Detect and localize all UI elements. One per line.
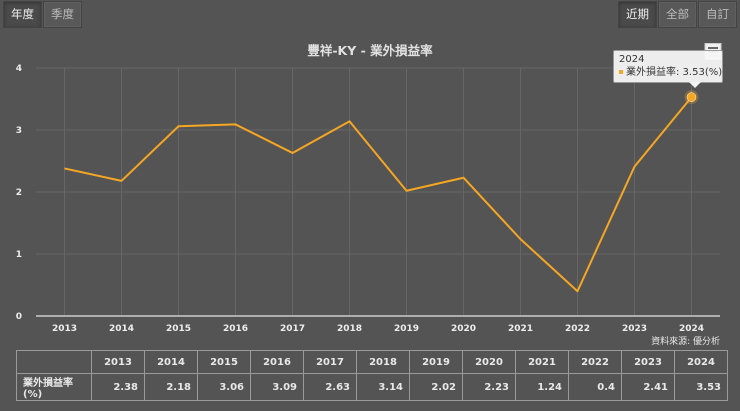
x-tick-label: 2017 [280, 324, 305, 334]
x-tick-label: 2023 [622, 324, 647, 334]
all-range-button[interactable]: 全部 [658, 1, 697, 28]
data-table: 2013 2014 2015 2016 2017 2018 2019 2020 2021 2022… [16, 350, 728, 401]
x-tick-label: 2020 [451, 324, 476, 334]
y-tick-label: 1 [16, 250, 22, 260]
series-line[interactable] [64, 96, 693, 293]
year-header: 2017 [303, 350, 357, 374]
x-tick-label: 2016 [223, 324, 248, 334]
range-toggle: 近期 全部 自訂 [618, 1, 737, 28]
y-tick-label: 3 [16, 126, 22, 136]
x-tick-label: 2013 [52, 324, 77, 334]
year-header: 2015 [197, 350, 251, 374]
tooltip-year: 2024 [619, 54, 645, 65]
x-tick-label: 2022 [565, 324, 590, 334]
year-header: 2024 [674, 350, 728, 374]
value-cell: 2.63 [303, 373, 357, 401]
x-tick-label: 2019 [394, 324, 419, 334]
chart-title: 豐祥-KY - 業外損益率 [307, 43, 433, 58]
data-tooltip: 2024 業外損益率: 3.53(%) [613, 50, 723, 88]
year-header: 2023 [621, 350, 675, 374]
row-label: 業外損益率(%) [16, 373, 92, 401]
value-cell: 1.24 [515, 373, 569, 401]
y-tick-label: 0 [16, 312, 22, 322]
value-cell: 2.18 [144, 373, 198, 401]
year-header: 2013 [91, 350, 145, 374]
year-header: 2020 [462, 350, 516, 374]
year-header: 2014 [144, 350, 198, 374]
table-corner [16, 350, 92, 374]
y-tick-label: 4 [16, 64, 22, 74]
value-cell: 2.02 [409, 373, 463, 401]
annual-button[interactable]: 年度 [3, 1, 42, 28]
series-marker-icon [619, 70, 623, 74]
data-source: 資料來源: 優分析 [651, 337, 720, 347]
value-cell: 3.09 [250, 373, 304, 401]
table-row: 業外損益率(%) 2.38 2.18 3.06 3.09 2.63 3.14 2.02 2.2… [16, 373, 728, 401]
year-header: 2019 [409, 350, 463, 374]
quarterly-button[interactable]: 季度 [43, 1, 82, 28]
year-header: 2021 [515, 350, 569, 374]
value-cell: 2.38 [91, 373, 145, 401]
custom-range-button[interactable]: 自訂 [698, 1, 737, 28]
period-toggle: 年度 季度 [3, 1, 82, 28]
year-header: 2022 [568, 350, 622, 374]
x-tick-label: 2015 [166, 324, 191, 334]
year-header: 2018 [356, 350, 410, 374]
tooltip-value: 業外損益率: 3.53(%) [626, 67, 723, 78]
value-cell: 0.4 [568, 373, 622, 401]
x-tick-label: 2021 [508, 324, 533, 334]
recent-range-button[interactable]: 近期 [618, 1, 657, 28]
y-tick-label: 2 [16, 188, 22, 198]
highlighted-data-point[interactable] [686, 92, 697, 102]
x-tick-label: 2024 [679, 324, 704, 334]
year-header: 2016 [250, 350, 304, 374]
value-cell: 3.06 [197, 373, 251, 401]
value-cell: 3.53 [674, 373, 728, 401]
x-tick-label: 2014 [109, 324, 134, 334]
value-cell: 3.14 [356, 373, 410, 401]
value-cell: 2.41 [621, 373, 675, 401]
value-cell: 2.23 [462, 373, 516, 401]
line-chart: 0 1 2 3 4 2013 2014 2015 2016 2017 2018 2019 2020 202… [16, 64, 720, 334]
x-tick-label: 2018 [337, 324, 362, 334]
